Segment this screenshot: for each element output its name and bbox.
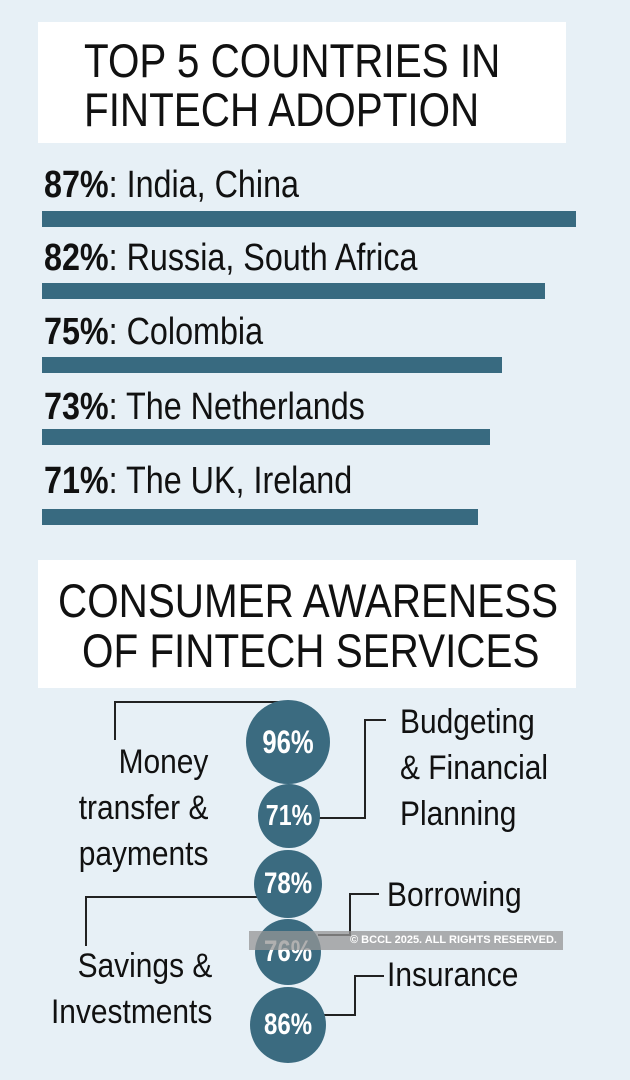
chart1-title-line2: FINTECH ADOPTION [84,83,480,136]
label-line: Investments [50,993,212,1031]
chart1-title-box: TOP 5 COUNTRIES IN FINTECH ADOPTION [38,22,566,143]
bar-category-label: India, China [126,164,299,206]
chart1-title-line1: TOP 5 COUNTRIES IN [84,34,501,87]
bar-category-label: The Netherlands [126,386,365,428]
label-borrowing: Borrowing [387,872,522,918]
label-line: Borrowing [387,876,522,914]
connector-insurance [322,1014,356,1016]
bar [42,283,546,299]
bar-label: 87%: India, China [44,164,299,206]
bar [42,509,478,525]
bar-value-label: 87% [44,164,109,206]
bubble-value: 78% [263,867,313,900]
label-savings: Savings & Investments [51,943,212,1035]
bar-label: 82%: Russia, South Africa [44,237,418,279]
bar [42,357,503,373]
connector-budgeting [318,817,366,819]
bar-value-label: 75% [44,311,109,353]
bubble-money-transfer: 96% [246,700,330,784]
bar-label: 75%: Colombia [44,311,264,353]
label-money-transfer: Money transfer & payments [78,739,208,877]
bubble-borrowing: 76% [255,919,321,985]
bar [42,429,491,445]
bar-value-label: 73% [44,386,109,428]
bubble-value: 86% [263,1008,313,1041]
label-line: payments [78,835,208,873]
connector-insurance [354,975,384,977]
connector-budgeting [364,719,386,721]
connector-savings [85,896,87,946]
label-line: Money [118,743,208,781]
bar-category-label: Russia, South Africa [126,237,418,279]
connector-money [114,701,116,740]
connector-insurance [354,975,356,1016]
chart2-title-box: CONSUMER AWARENESS OF FINTECH SERVICES [38,560,576,688]
connector-borrowing [349,893,351,935]
bar-category-label: Colombia [126,311,264,353]
connector-budgeting [364,719,366,819]
bubble-value: 71% [265,799,313,832]
chart2-title-line1: CONSUMER AWARENESS [58,574,559,627]
label-line: Planning [400,795,517,833]
label-line: Insurance [387,956,519,994]
label-budgeting: Budgeting & Financial Planning [400,699,548,837]
bar-label: 71%: The UK, Ireland [44,460,353,502]
label-line: transfer & [78,789,208,827]
bar-label: 73%: The Netherlands [44,386,365,428]
label-line: Budgeting [400,703,535,741]
bar-value-label: 82% [44,237,109,279]
bar [42,211,576,227]
label-insurance: Insurance [387,952,518,998]
connector-money [114,701,288,703]
bar-category-label: The UK, Ireland [126,460,353,502]
label-line: & Financial [400,749,549,787]
copyright-watermark: © BCCL 2025. ALL RIGHTS RESERVED. [249,931,563,950]
bubble-insurance: 86% [250,987,326,1063]
label-line: Savings & [77,947,212,985]
connector-borrowing [349,893,379,895]
chart2-title-line2: OF FINTECH SERVICES [82,624,540,677]
connector-savings [85,896,260,898]
bubble-value: 96% [262,723,314,760]
bubble-budgeting: 71% [258,784,320,848]
bar-value-label: 71% [44,460,109,502]
bubble-savings: 78% [254,850,322,918]
